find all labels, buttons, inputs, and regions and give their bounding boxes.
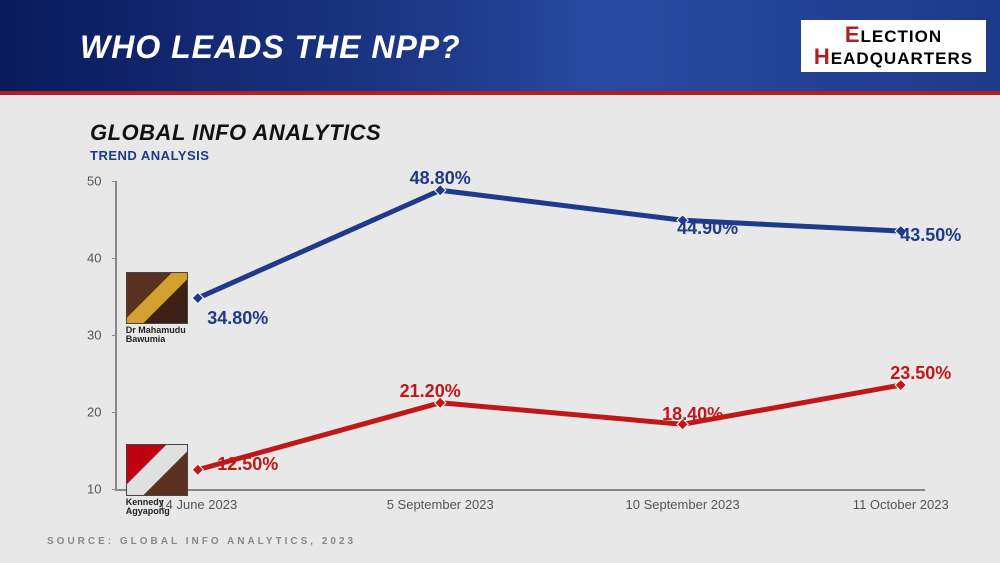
data-marker (192, 464, 203, 475)
candidate-photo (126, 444, 188, 496)
candidate-photo (126, 272, 188, 324)
logo: ELECTION HEADQUARTERS (801, 20, 986, 72)
chart-title: GLOBAL INFO ANALYTICS (90, 120, 925, 146)
chart-panel: GLOBAL INFO ANALYTICS TREND ANALYSIS 102… (35, 105, 965, 528)
x-tick-label: 5 September 2023 (387, 497, 494, 512)
page-title: WHO LEADS THE NPP? (80, 29, 461, 66)
x-tick-label: 11 October 2023 (853, 497, 949, 512)
series-line (198, 385, 901, 470)
chart-subtitle: TREND ANALYSIS (90, 148, 925, 163)
data-label: 44.90% (677, 218, 738, 239)
candidate-name: Dr MahamuduBawumia (126, 326, 186, 344)
chart-lines (117, 181, 925, 489)
y-tick-label: 10 (87, 482, 101, 497)
y-tick-label: 40 (87, 251, 101, 266)
header-bar: WHO LEADS THE NPP? ELECTION HEADQUARTERS (0, 0, 1000, 95)
y-tick-label: 20 (87, 405, 101, 420)
series-line (198, 190, 901, 298)
data-label: 43.50% (900, 225, 961, 246)
x-tick-label: 10 September 2023 (625, 497, 739, 512)
data-label: 48.80% (410, 168, 471, 189)
x-tick-label: 14 June 2023 (158, 497, 237, 512)
y-tick-label: 30 (87, 328, 101, 343)
data-label: 21.20% (400, 381, 461, 402)
logo-line-2: HEADQUARTERS (814, 46, 973, 68)
data-label: 23.50% (890, 363, 951, 384)
y-tick-label: 50 (87, 174, 101, 189)
plot-area: 102030405014 June 20235 September 202310… (115, 181, 925, 491)
data-label: 12.50% (217, 454, 278, 475)
candidate-name: KennedyAgyapong (126, 498, 170, 516)
data-label: 34.80% (207, 308, 268, 329)
data-label: 18.40% (662, 404, 723, 425)
source-attribution: SOURCE: GLOBAL INFO ANALYTICS, 2023 (47, 536, 356, 547)
logo-line-1: ELECTION (845, 24, 942, 46)
